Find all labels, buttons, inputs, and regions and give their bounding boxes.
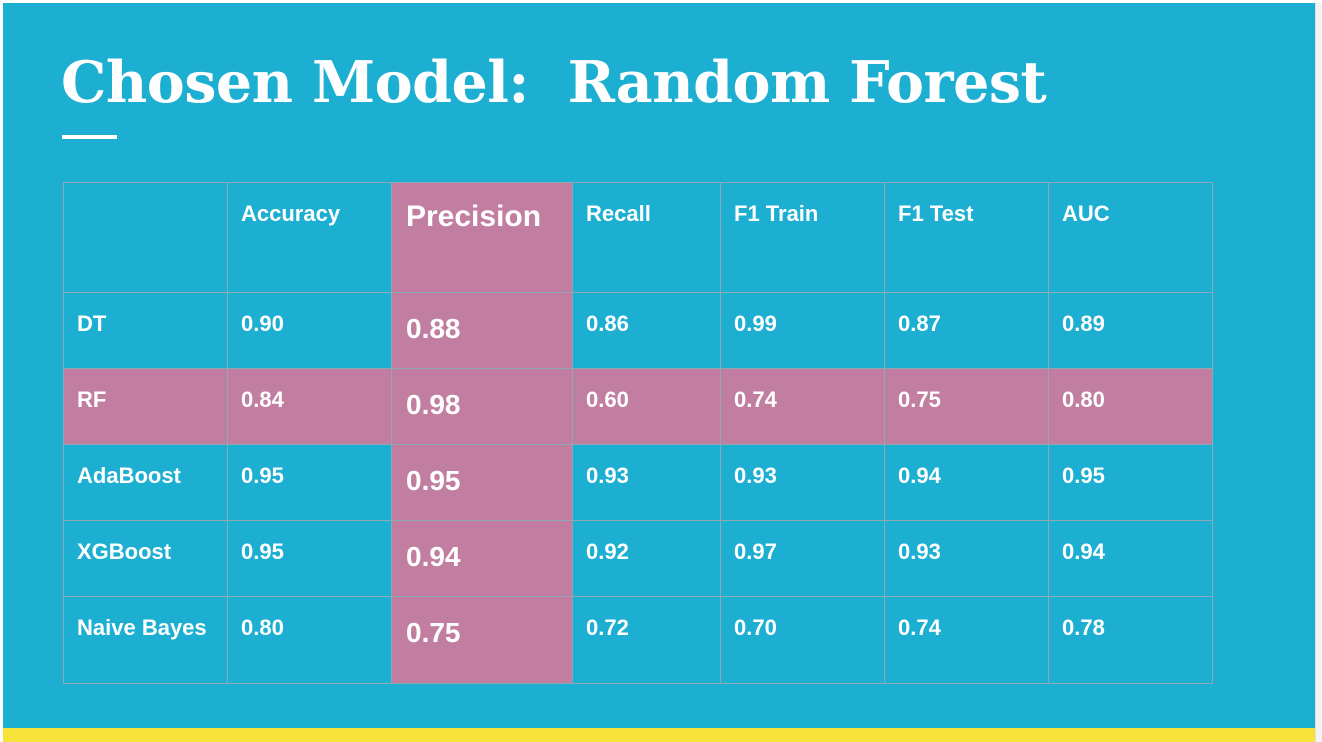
recall-cell: 0.86 bbox=[572, 292, 721, 369]
f1-test-cell: 0.93 bbox=[884, 520, 1049, 597]
precision-cell: 0.75 bbox=[391, 596, 573, 684]
header-accuracy: Accuracy bbox=[227, 182, 392, 293]
slide: Chosen Model: Random Forest Accuracy Pre… bbox=[3, 3, 1315, 742]
right-edge-strip bbox=[1315, 3, 1322, 742]
header-f1-train: F1 Train bbox=[720, 182, 885, 293]
header-auc: AUC bbox=[1048, 182, 1213, 293]
model-name-cell: RF bbox=[63, 368, 228, 445]
header-recall: Recall bbox=[572, 182, 721, 293]
accuracy-cell: 0.95 bbox=[227, 444, 392, 521]
table-row: AdaBoost 0.95 0.95 0.93 0.93 0.94 0.95 bbox=[63, 444, 1213, 521]
f1-test-cell: 0.87 bbox=[884, 292, 1049, 369]
f1-train-cell: 0.97 bbox=[720, 520, 885, 597]
model-name-cell: DT bbox=[63, 292, 228, 369]
accuracy-cell: 0.95 bbox=[227, 520, 392, 597]
table-row: Naive Bayes 0.80 0.75 0.72 0.70 0.74 0.7… bbox=[63, 596, 1213, 684]
table-row: DT 0.90 0.88 0.86 0.99 0.87 0.89 bbox=[63, 292, 1213, 369]
table-header-row: Accuracy Precision Recall F1 Train F1 Te… bbox=[63, 182, 1213, 293]
f1-train-cell: 0.70 bbox=[720, 596, 885, 684]
precision-cell: 0.94 bbox=[391, 520, 573, 597]
auc-cell: 0.78 bbox=[1048, 596, 1213, 684]
accuracy-cell: 0.90 bbox=[227, 292, 392, 369]
title-underline bbox=[62, 135, 117, 139]
metrics-table: Accuracy Precision Recall F1 Train F1 Te… bbox=[63, 182, 1213, 684]
header-cell-empty bbox=[63, 182, 228, 293]
auc-cell: 0.94 bbox=[1048, 520, 1213, 597]
precision-cell: 0.98 bbox=[391, 368, 573, 445]
f1-test-cell: 0.75 bbox=[884, 368, 1049, 445]
header-precision: Precision bbox=[391, 182, 573, 293]
precision-cell: 0.88 bbox=[391, 292, 573, 369]
f1-train-cell: 0.74 bbox=[720, 368, 885, 445]
bottom-accent-bar bbox=[3, 728, 1315, 742]
auc-cell: 0.80 bbox=[1048, 368, 1213, 445]
precision-cell: 0.95 bbox=[391, 444, 573, 521]
accuracy-cell: 0.84 bbox=[227, 368, 392, 445]
table-row-highlighted: RF 0.84 0.98 0.60 0.74 0.75 0.80 bbox=[63, 368, 1213, 445]
f1-test-cell: 0.94 bbox=[884, 444, 1049, 521]
auc-cell: 0.95 bbox=[1048, 444, 1213, 521]
table-row: XGBoost 0.95 0.94 0.92 0.97 0.93 0.94 bbox=[63, 520, 1213, 597]
f1-test-cell: 0.74 bbox=[884, 596, 1049, 684]
model-name-cell: AdaBoost bbox=[63, 444, 228, 521]
recall-cell: 0.72 bbox=[572, 596, 721, 684]
slide-title: Chosen Model: Random Forest bbox=[61, 49, 1047, 116]
recall-cell: 0.60 bbox=[572, 368, 721, 445]
f1-train-cell: 0.99 bbox=[720, 292, 885, 369]
header-f1-test: F1 Test bbox=[884, 182, 1049, 293]
auc-cell: 0.89 bbox=[1048, 292, 1213, 369]
recall-cell: 0.93 bbox=[572, 444, 721, 521]
recall-cell: 0.92 bbox=[572, 520, 721, 597]
model-name-cell: Naive Bayes bbox=[63, 596, 228, 684]
model-name-cell: XGBoost bbox=[63, 520, 228, 597]
accuracy-cell: 0.80 bbox=[227, 596, 392, 684]
f1-train-cell: 0.93 bbox=[720, 444, 885, 521]
